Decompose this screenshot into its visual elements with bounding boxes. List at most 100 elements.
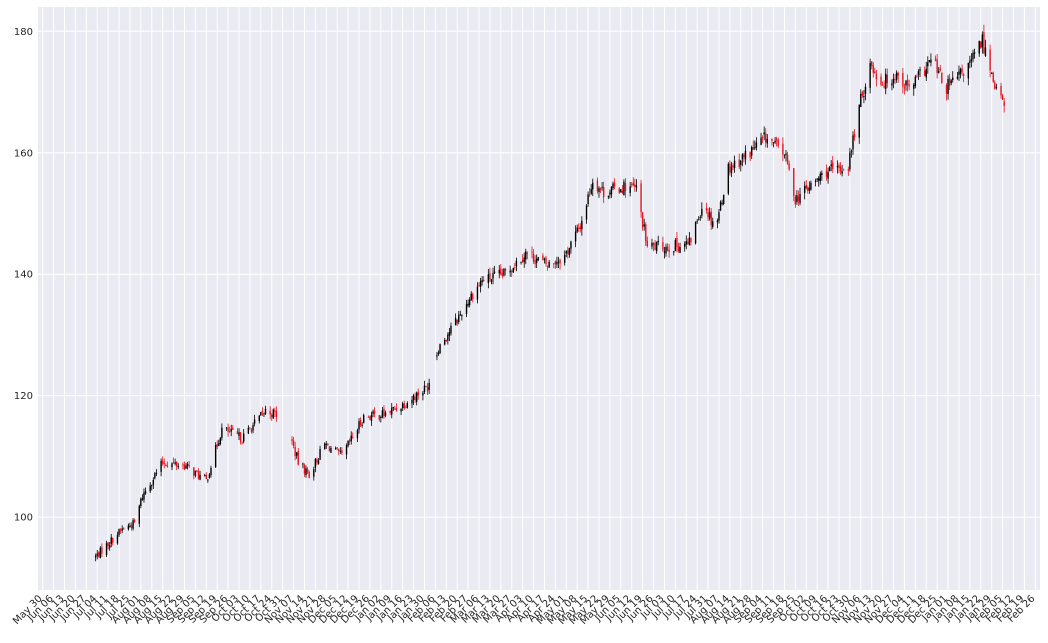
candle: [204, 473, 206, 477]
candle: [261, 407, 264, 416]
candle: [356, 428, 359, 443]
candle: [532, 248, 535, 264]
candle: [210, 465, 212, 478]
candle: [707, 208, 709, 222]
candle: [587, 191, 589, 207]
candle: [925, 61, 927, 81]
candle: [984, 39, 987, 57]
candle: [263, 412, 265, 418]
candle: [869, 58, 871, 94]
candle: [319, 445, 321, 460]
candle: [548, 259, 550, 268]
candle: [818, 176, 820, 187]
candle: [165, 463, 167, 467]
candle: [892, 73, 895, 89]
candle: [219, 436, 222, 446]
candle: [422, 390, 424, 401]
candle: [785, 149, 787, 162]
candle: [673, 251, 675, 256]
candle: [847, 166, 850, 176]
candle: [236, 428, 239, 435]
candle: [567, 246, 569, 259]
candle: [436, 352, 438, 361]
candle: [729, 160, 731, 176]
candle: [140, 497, 142, 509]
candle: [796, 190, 798, 205]
candle: [152, 477, 155, 489]
candle: [151, 484, 153, 491]
candle: [553, 263, 555, 269]
candle: [193, 467, 195, 480]
candle: [783, 154, 786, 159]
candle: [297, 447, 299, 466]
candle: [853, 129, 856, 141]
candle: [967, 62, 970, 86]
y-tick-label: 120: [14, 391, 33, 402]
candle: [350, 431, 352, 445]
candle: [294, 441, 296, 461]
candle: [983, 24, 985, 55]
candle: [939, 64, 941, 72]
candle: [444, 337, 446, 346]
candle: [947, 75, 949, 100]
candle: [352, 432, 354, 439]
candle: [381, 406, 384, 419]
y-tick-label: 160: [14, 148, 33, 159]
candle: [478, 282, 480, 287]
candle: [860, 89, 862, 108]
candle: [810, 180, 812, 191]
candle: [328, 446, 331, 452]
candle: [428, 378, 430, 395]
candle: [490, 278, 493, 285]
candle: [872, 62, 874, 78]
candle: [1003, 97, 1005, 113]
candle: [512, 267, 514, 273]
candle: [662, 236, 664, 252]
candle: [917, 69, 920, 80]
candle: [599, 187, 602, 193]
candle: [107, 541, 109, 550]
candle: [110, 534, 112, 548]
candle: [199, 470, 201, 481]
candle: [523, 252, 525, 268]
candle: [574, 225, 577, 248]
candle: [470, 291, 472, 301]
candle: [803, 181, 806, 200]
candle: [241, 441, 243, 445]
candle: [952, 71, 954, 83]
candle: [643, 218, 645, 231]
candle: [194, 470, 197, 478]
candle: [94, 553, 97, 562]
candle: [679, 242, 681, 254]
candle: [610, 186, 613, 198]
candle: [821, 170, 823, 181]
candle: [511, 269, 513, 277]
candle: [334, 446, 337, 450]
candle: [994, 80, 996, 90]
candle: [612, 181, 614, 191]
candle: [565, 250, 567, 258]
candle: [336, 447, 338, 451]
candle: [225, 426, 228, 431]
candle: [581, 216, 583, 236]
grid-layer: [38, 7, 1040, 590]
candle: [105, 540, 108, 558]
candle: [492, 267, 494, 285]
candle: [208, 472, 211, 479]
candle: [841, 164, 843, 177]
candle: [623, 179, 625, 196]
candle: [493, 265, 496, 274]
candle: [1000, 82, 1002, 99]
candle: [479, 277, 482, 293]
candle: [403, 400, 405, 411]
candle: [601, 182, 603, 191]
candle: [885, 68, 887, 95]
candle: [832, 155, 834, 173]
candle: [341, 447, 343, 455]
candle: [445, 339, 447, 342]
candle: [708, 207, 711, 221]
candle: [959, 67, 962, 79]
candle: [684, 241, 686, 252]
